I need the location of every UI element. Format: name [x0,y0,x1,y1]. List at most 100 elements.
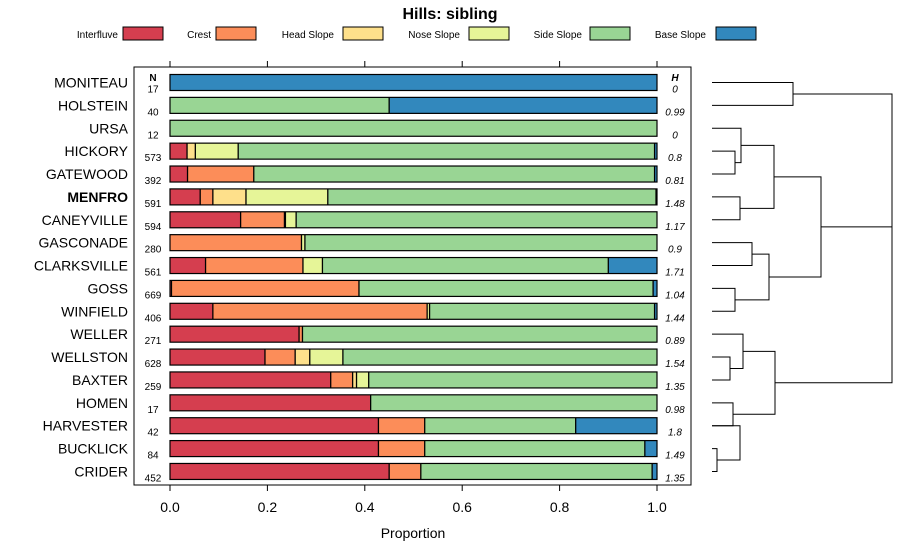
bar-segment-harvester-crest [378,417,425,434]
legend-label-crest: Crest [187,30,211,41]
bar-outline-winfield [169,302,658,320]
dendrogram-branch [712,287,736,312]
row-n-baxter: 259 [145,382,162,393]
dendrogram-branch [733,350,776,415]
x-tick-label: 0.0 [160,499,180,515]
bar-outline-crider [169,462,658,481]
row-label-ursa: URSA [89,120,129,136]
bar-segment-goss-side-slope [358,280,654,297]
bar-segment-baxter-head-slope [352,371,357,388]
row-h-gasconade: 0.9 [668,245,682,256]
x-tick-label: 1.0 [647,499,667,515]
row-label-gasconade: GASCONADE [39,235,128,251]
bar-segment-menfro-side-slope [327,188,657,205]
row-label-homen: HOMEN [76,395,128,411]
bar-segment-baxter-side-slope [368,371,657,388]
bar-segment-gatewood-side-slope [253,166,655,183]
row-label-clarksville: CLARKSVILLE [34,258,128,274]
row-n-ursa: 12 [147,130,159,141]
row-n-menfro: 591 [145,199,162,210]
bar-segment-homen-interfluve [170,394,371,411]
bar-segment-clarksville-side-slope [322,257,609,274]
row-n-crider: 452 [145,473,162,484]
x-tick-label: 0.4 [355,499,375,515]
row-n-goss: 669 [145,290,162,301]
rows: MONITEAU 17 0 HOLSTEIN 40 0.99 URSA 12 0 HICKORY 5… [34,73,685,484]
bar-segment-weller-interfluve [170,326,300,343]
bar-segment-menfro-head-slope [212,188,246,205]
row-h-gatewood: 0.81 [665,176,684,187]
legend-swatch-head-slope [342,26,384,41]
bar-segment-menfro-interfluve [170,188,201,205]
row-n-harvester: 42 [147,428,159,439]
x-axis-label: Proportion [381,525,446,541]
row-label-baxter: BAXTER [72,372,128,388]
row-h-weller: 0.89 [665,336,685,347]
bar-segment-clarksville-crest [205,257,303,274]
row-h-moniteau: 0 [672,85,678,96]
legend-swatch-nose-slope [468,26,510,41]
bar-segment-wellston-head-slope [295,349,310,366]
row-label-caneyville: CANEYVILLE [42,212,128,228]
row-h-bucklick: 1.49 [665,451,685,462]
bar-segment-winfield-interfluve [170,303,213,320]
bar-segment-menfro-crest [200,188,213,205]
bar-segment-harvester-base-slope [575,417,657,434]
row-label-menfro: MENFRO [67,189,128,205]
row-n-gasconade: 280 [145,245,162,256]
bar-segment-goss-crest [171,280,359,297]
bar-segment-winfield-side-slope [429,303,655,320]
dendrogram-branch [712,402,734,427]
bar-segment-baxter-crest [330,371,353,388]
legend-swatch-side-slope [589,26,631,41]
bar-segment-gasconade-side-slope [304,234,657,251]
row-label-weller: WELLER [70,326,128,342]
row-label-gatewood: GATEWOOD [46,166,128,182]
row-h-baxter: 1.35 [665,382,685,393]
legend-label-head-slope: Head Slope [282,30,335,41]
bar-outline-baxter [169,371,658,389]
h-column-header: H [671,73,679,84]
bar-segment-bucklick-side-slope [424,440,645,457]
dendrogram-branch [712,448,718,472]
bar-outline-holstein [169,96,658,114]
row-h-menfro: 1.48 [665,199,685,210]
bar-segment-ursa-side-slope [170,120,657,137]
legend-label-nose-slope: Nose Slope [408,30,460,41]
bar-segment-goss-base-slope [653,280,657,297]
bar-outline-homen [169,394,658,412]
row-h-clarksville: 1.71 [665,268,684,279]
legend-swatch-crest [215,26,257,41]
bar-outline-moniteau [169,73,658,92]
row-h-holstein: 0.99 [665,107,685,118]
row-h-hickory: 0.8 [668,153,682,164]
dendrogram-branch [712,333,744,369]
row-n-bucklick: 84 [147,451,159,462]
bar-outline-bucklick [169,439,658,458]
legend-swatch-base-slope [715,26,757,41]
row-h-goss: 1.04 [665,290,685,301]
bar-outline-clarksville [169,256,658,275]
bar-segment-gatewood-crest [187,166,254,183]
row-n-holstein: 40 [147,107,159,118]
bar-segment-caneyville-side-slope [296,211,657,228]
bar-segment-harvester-interfluve [170,417,379,434]
row-h-homen: 0.98 [665,405,685,416]
bar-segment-wellston-side-slope [342,349,657,366]
n-column-header: N [149,73,156,84]
row-h-caneyville: 1.17 [665,222,685,233]
bar-segment-harvester-side-slope [424,417,576,434]
x-tick-label: 0.6 [452,499,472,515]
bar-segment-holstein-side-slope [170,97,390,114]
plot-frame [133,66,692,486]
bar-segment-holstein-base-slope [389,97,657,114]
row-label-goss: GOSS [88,280,128,296]
dendrogram-branch [775,160,893,384]
bar-segment-homen-side-slope [370,394,657,411]
bar-segment-hickory-base-slope [654,143,657,160]
legend: Interfluve Crest Head Slope Nose Slope Side … [77,26,757,41]
legend-label-side-slope: Side Slope [534,30,583,41]
bar-outline-weller [169,325,658,343]
dendrogram-branch [712,150,736,175]
bar-segment-caneyville-nose-slope [285,211,297,228]
